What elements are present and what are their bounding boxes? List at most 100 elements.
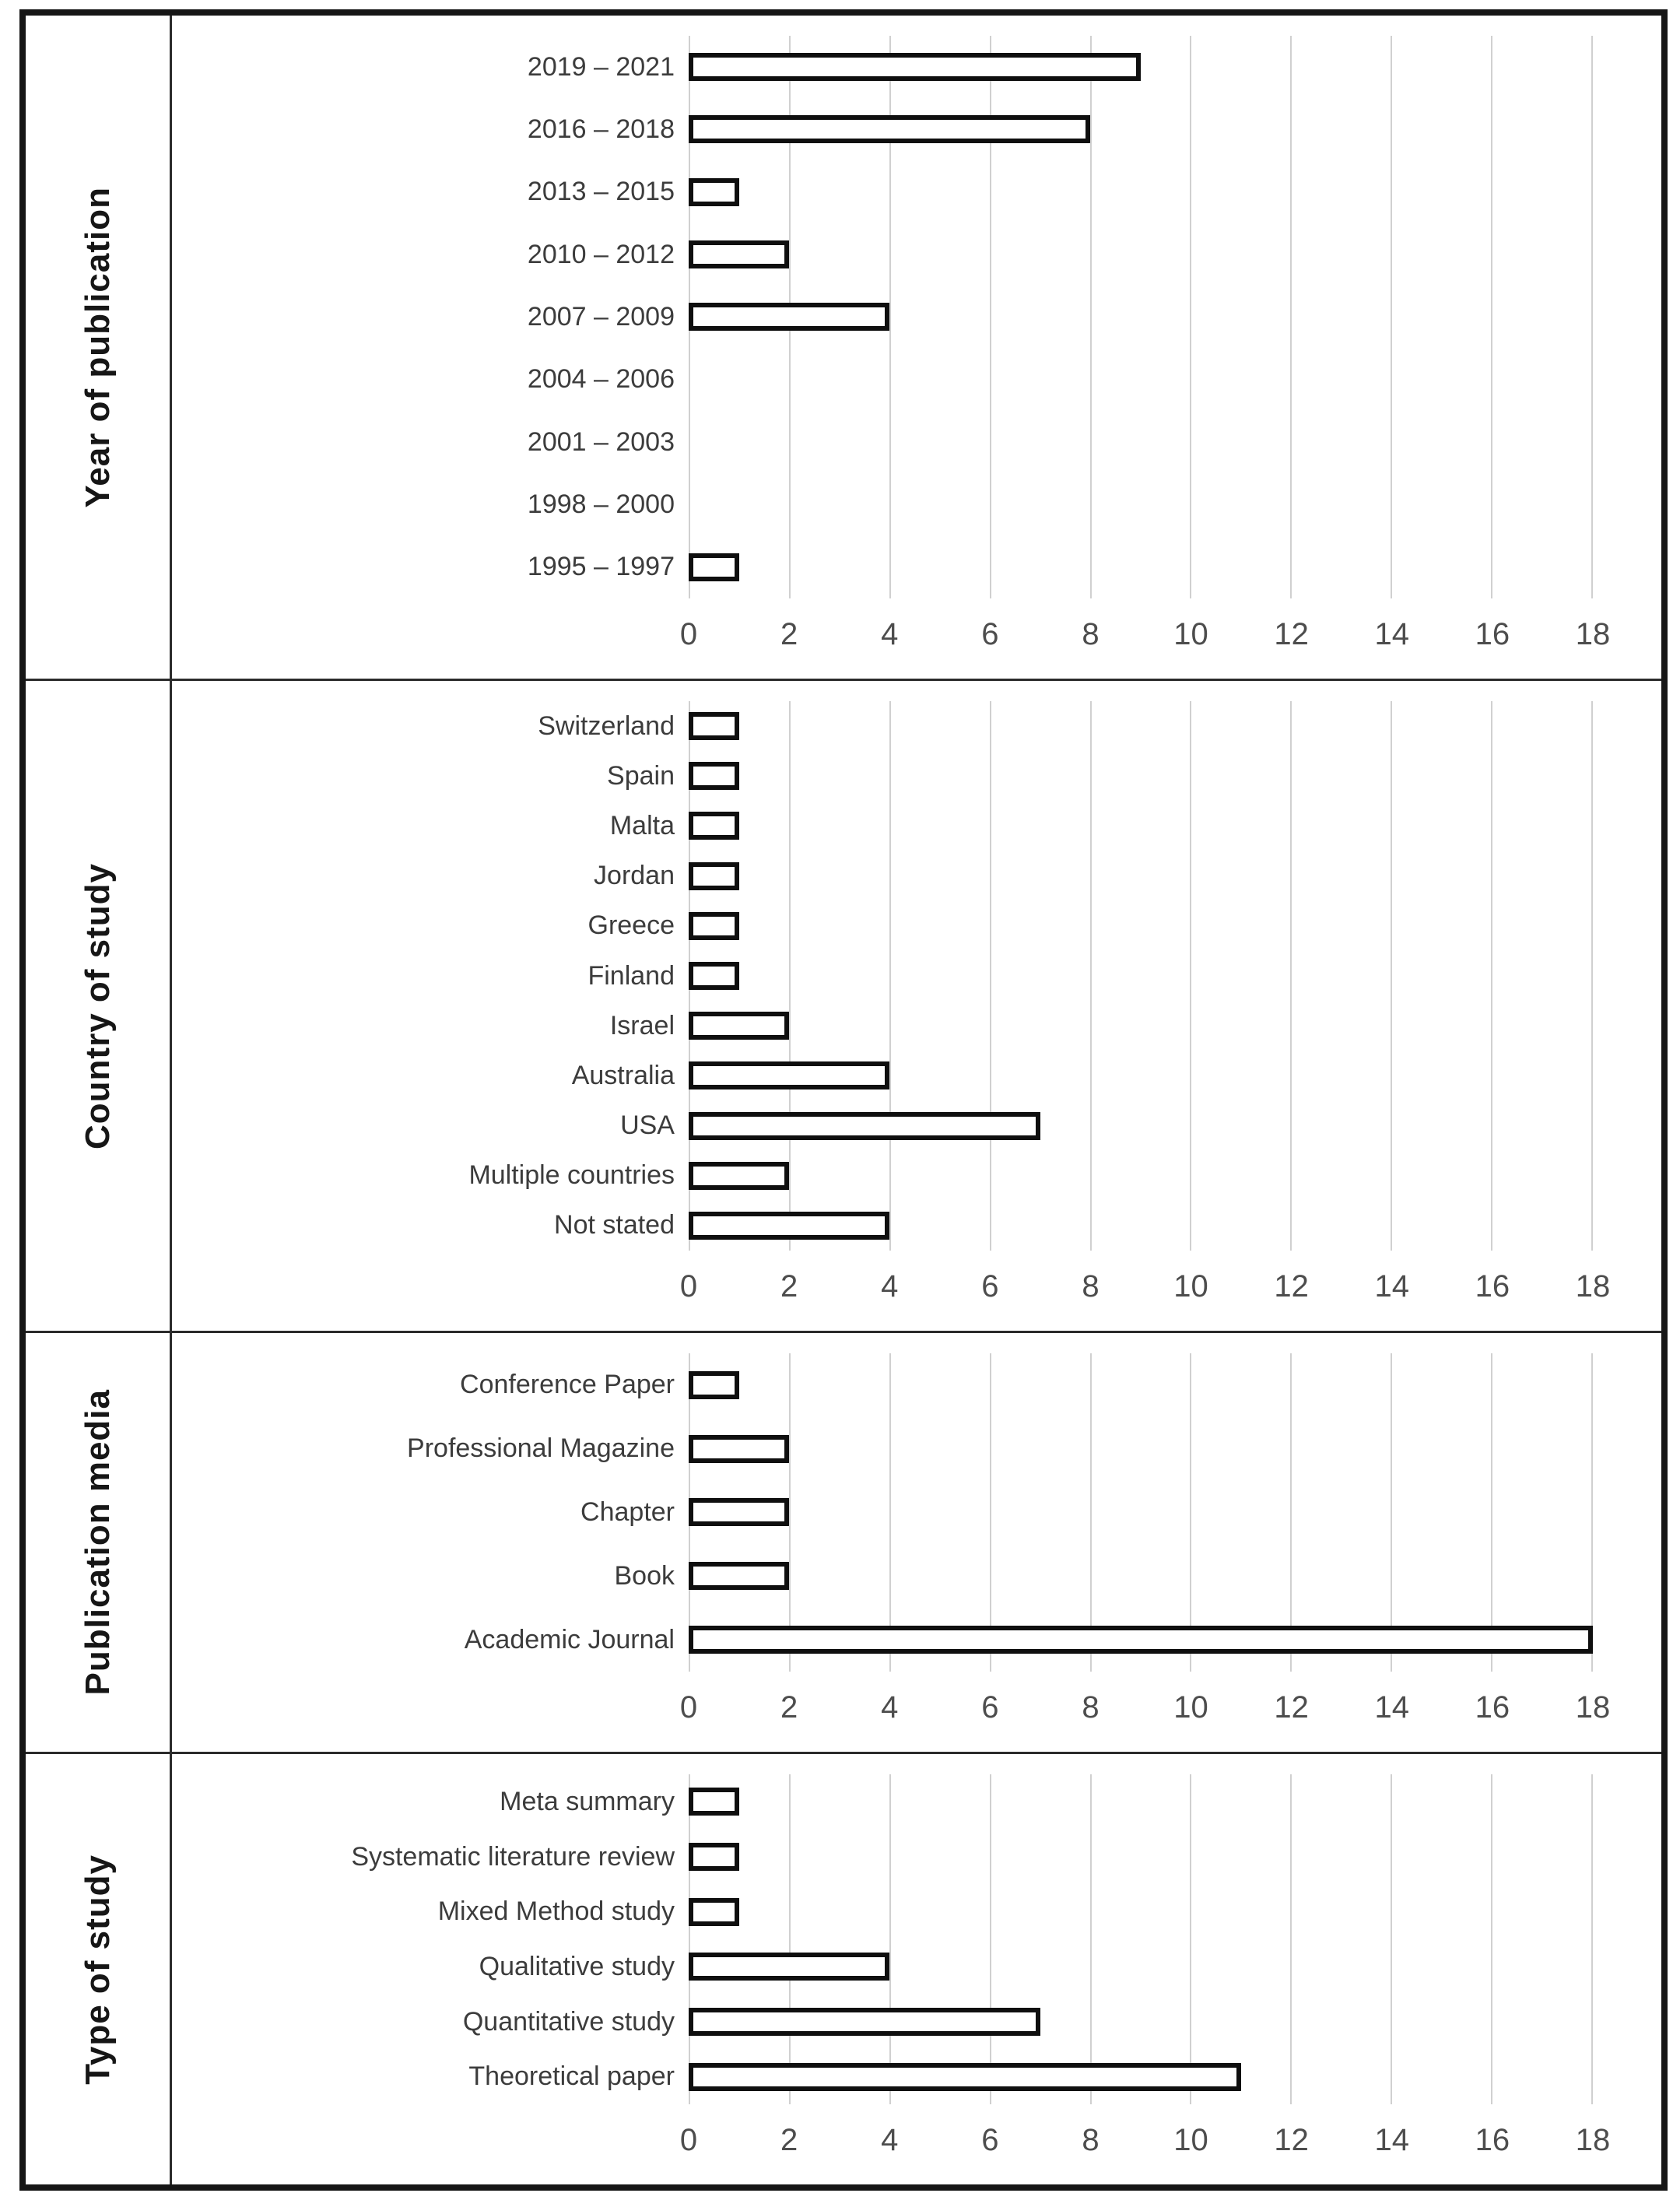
panel-label-strip: Publication media bbox=[26, 1333, 172, 1752]
x-tick-label: 18 bbox=[1575, 1690, 1611, 1725]
category-label: 1998 – 2000 bbox=[527, 489, 675, 519]
bar-row: Chapter bbox=[172, 1480, 1593, 1545]
bar-track bbox=[689, 900, 1593, 951]
bar bbox=[689, 861, 739, 890]
category-label: Quantitative study bbox=[462, 2006, 675, 2037]
x-tick-label: 8 bbox=[1082, 2123, 1100, 2157]
bar-row: Malta bbox=[172, 801, 1593, 851]
bar-track bbox=[689, 851, 1593, 901]
x-tick-label: 16 bbox=[1475, 2123, 1510, 2157]
panel-label: Country of study bbox=[78, 862, 117, 1149]
figure-frame: Year of publication 2019 – 2021 2016 – 20… bbox=[19, 9, 1668, 2191]
axis-track: 0 2 4 6 8 10 12 14 16 18 bbox=[680, 598, 1610, 672]
bar bbox=[689, 1012, 790, 1040]
bar-track bbox=[689, 286, 1593, 349]
bar-track bbox=[689, 410, 1593, 474]
bar-track bbox=[689, 98, 1593, 161]
bar bbox=[689, 1370, 739, 1399]
bar-row: Academic Journal bbox=[172, 1608, 1593, 1672]
bar-track bbox=[689, 751, 1593, 802]
bar-row: 2013 – 2015 bbox=[172, 160, 1593, 223]
bar-track bbox=[689, 160, 1593, 223]
panel-label-strip: Year of publication bbox=[26, 16, 172, 679]
bar bbox=[689, 962, 739, 991]
category-label: Jordan bbox=[594, 861, 675, 891]
category-label: Qualitative study bbox=[479, 1951, 675, 1981]
plot-area: Conference Paper Professional Magazine Cha… bbox=[172, 1353, 1593, 1672]
bar bbox=[689, 303, 890, 332]
x-tick-label: 6 bbox=[981, 1269, 999, 1304]
bar bbox=[689, 115, 1091, 144]
bar-track bbox=[689, 1884, 1593, 1940]
bar bbox=[689, 1061, 890, 1090]
bar-row: 2010 – 2012 bbox=[172, 223, 1593, 286]
bar-row: Finland bbox=[172, 950, 1593, 1002]
category-label: 2019 – 2021 bbox=[527, 51, 675, 82]
axis-track: 0 2 4 6 8 10 12 14 16 18 bbox=[680, 2104, 1610, 2178]
bar-track bbox=[689, 950, 1593, 1002]
chart-area: Meta summary Systematic literature review… bbox=[172, 1754, 1661, 2184]
category-label: 2010 – 2012 bbox=[527, 239, 675, 269]
category-label: Academic Journal bbox=[464, 1624, 675, 1654]
x-tick-label: 0 bbox=[679, 2123, 698, 2157]
bar-row: 2016 – 2018 bbox=[172, 98, 1593, 161]
bar-track bbox=[689, 1544, 1593, 1609]
bar bbox=[689, 2008, 1040, 2037]
bar bbox=[689, 1111, 1040, 1140]
x-tick-label: 10 bbox=[1173, 2123, 1208, 2157]
bar-track bbox=[689, 473, 1593, 536]
bar bbox=[689, 553, 739, 581]
bar-track bbox=[689, 1939, 1593, 1995]
category-label: Australia bbox=[571, 1060, 675, 1090]
bar bbox=[689, 1897, 739, 1926]
bar bbox=[689, 1953, 890, 1981]
bar-row: Greece bbox=[172, 900, 1593, 951]
category-label: USA bbox=[620, 1111, 675, 1141]
x-tick-label: 4 bbox=[881, 1269, 899, 1304]
bar-row: Professional Magazine bbox=[172, 1416, 1593, 1481]
category-label: 1995 – 1997 bbox=[527, 552, 675, 582]
x-tick-label: 2 bbox=[780, 1690, 798, 1725]
x-tick-label: 12 bbox=[1274, 617, 1309, 651]
bar-track bbox=[689, 2049, 1593, 2105]
chart-area: Switzerland Spain Malta Jordan Greece Finland… bbox=[172, 681, 1661, 1331]
x-axis: 0 2 4 6 8 10 12 14 16 18 bbox=[172, 2104, 1610, 2178]
bar-track bbox=[689, 1774, 1593, 1830]
bar-track bbox=[689, 1200, 1593, 1251]
bar-row: Mixed Method study bbox=[172, 1884, 1593, 1940]
chart-area: Conference Paper Professional Magazine Cha… bbox=[172, 1333, 1661, 1752]
category-label: 2004 – 2006 bbox=[527, 364, 675, 395]
bar bbox=[689, 1626, 1593, 1654]
bar bbox=[689, 911, 739, 940]
bar-row: Australia bbox=[172, 1051, 1593, 1101]
x-tick-label: 2 bbox=[780, 2123, 798, 2157]
category-label: Mixed Method study bbox=[437, 1896, 675, 1927]
x-tick-label: 10 bbox=[1173, 617, 1208, 651]
category-label: Finland bbox=[587, 960, 675, 991]
x-tick-label: 14 bbox=[1374, 1690, 1410, 1725]
bar-track bbox=[689, 1001, 1593, 1051]
axis-track: 0 2 4 6 8 10 12 14 16 18 bbox=[680, 1672, 1610, 1746]
category-label: Malta bbox=[609, 810, 675, 840]
category-label: 2013 – 2015 bbox=[527, 177, 675, 207]
panel-label: Publication media bbox=[78, 1389, 117, 1696]
bar-track bbox=[689, 1100, 1593, 1151]
bar-row: Quantitative study bbox=[172, 1994, 1593, 2050]
category-label: Meta summary bbox=[500, 1786, 675, 1816]
category-label: Chapter bbox=[580, 1496, 675, 1527]
category-label: Israel bbox=[609, 1010, 675, 1040]
bar-track bbox=[689, 223, 1593, 286]
bar bbox=[689, 240, 790, 269]
x-tick-label: 12 bbox=[1274, 1690, 1309, 1725]
panel-label: Year of publication bbox=[78, 186, 117, 508]
category-label: Spain bbox=[607, 760, 675, 791]
panel-year-of-publication: Year of publication 2019 – 2021 2016 – 20… bbox=[26, 16, 1661, 681]
bar-track bbox=[689, 801, 1593, 851]
x-tick-label: 2 bbox=[780, 617, 798, 651]
panel-label-strip: Type of study bbox=[26, 1754, 172, 2184]
bar-row: 2019 – 2021 bbox=[172, 36, 1593, 99]
x-tick-label: 6 bbox=[981, 2123, 999, 2157]
category-label: Multiple countries bbox=[468, 1160, 675, 1191]
bar-track bbox=[689, 1994, 1593, 2050]
category-label: Not stated bbox=[554, 1210, 675, 1240]
